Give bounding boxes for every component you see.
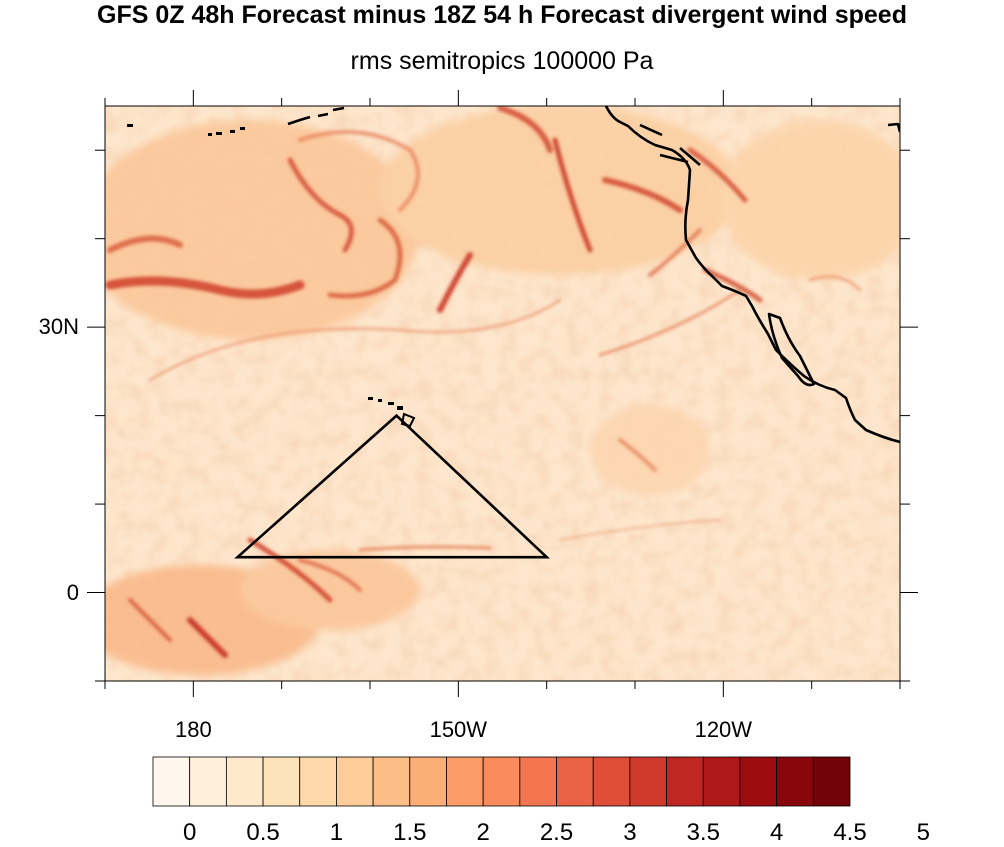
region-triangle (234, 413, 550, 559)
colorbar-label: 4.5 (833, 819, 867, 846)
wind-streaks (105, 106, 862, 658)
colorbar-label: 0 (182, 819, 197, 846)
colorbar-box (299, 756, 337, 807)
colorbar-box (262, 756, 301, 807)
colorbar-box (482, 756, 521, 807)
colorbar-label: 2.5 (539, 819, 574, 846)
colorbar-box (812, 756, 851, 807)
colorbar-box (592, 756, 631, 807)
colorbar-box (556, 756, 594, 807)
colorbar-label: 0.5 (246, 819, 280, 846)
colorbar-box (776, 756, 814, 807)
colorbar-box (225, 756, 264, 807)
colorbar (152, 756, 851, 807)
colorbar-box (336, 756, 374, 807)
colorbar-label: 1 (329, 819, 344, 846)
axis-ticks (87, 90, 918, 697)
colorbar-label: 3 (623, 819, 637, 846)
islands (127, 124, 403, 410)
x-tick-label: 150W (429, 717, 488, 742)
colorbar-label: 1.5 (393, 819, 427, 846)
colorbar-box (409, 756, 447, 807)
map-subtitle: rms semitropics 100000 Pa (350, 47, 654, 75)
plot-frame (104, 105, 901, 682)
x-tick-label: 180 (174, 717, 212, 742)
colorbar-box (702, 756, 741, 807)
colorbar-box (629, 756, 667, 807)
colorbar-box (739, 756, 778, 807)
wind-speed-field (105, 106, 900, 681)
colorbar-label: 2 (476, 819, 490, 846)
colorbar-label: 3.5 (686, 819, 720, 846)
colorbar-box (372, 756, 411, 807)
x-tick-label: 120W (694, 717, 753, 742)
colorbar-box (446, 756, 484, 807)
coastline (287, 106, 900, 444)
colorbar-box (152, 756, 191, 807)
colorbar-label: 4 (769, 819, 784, 846)
y-tick-label: 30N (38, 314, 79, 340)
colorbar-box (189, 756, 227, 807)
colorbar-label: 5 (916, 819, 931, 846)
colorbar-box (666, 756, 704, 807)
y-tick-label: 0 (66, 579, 79, 605)
map-title: GFS 0Z 48h Forecast minus 18Z 54 h Forec… (97, 1, 907, 29)
colorbar-box (519, 756, 557, 807)
